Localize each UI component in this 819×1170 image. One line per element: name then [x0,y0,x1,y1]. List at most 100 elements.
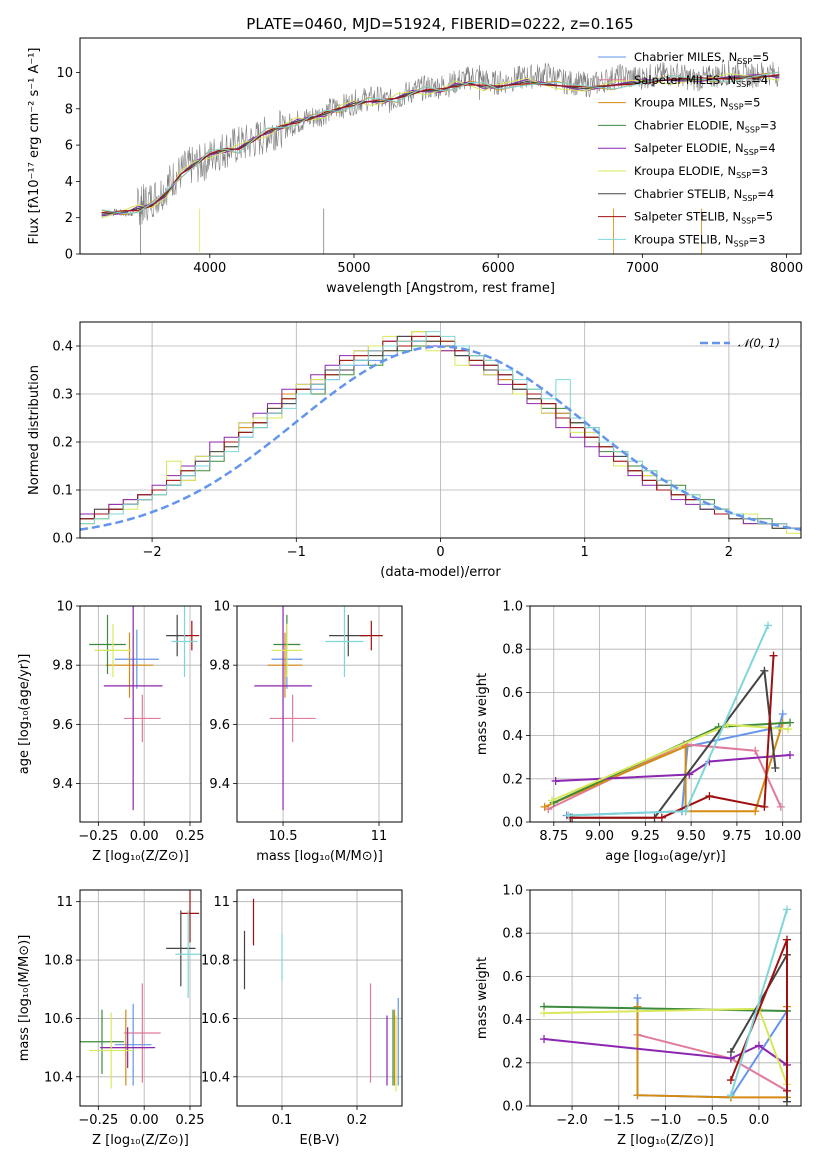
y-tick-label: 0.4 [502,1013,523,1028]
x-tick-label: 1 [581,545,589,560]
weight-marker-8 [764,621,773,630]
weight-marker-8 [564,811,573,820]
panel-residuals: −2 −1 0 1 2 0.0 0.1 0.2 0.3 0.4 (data-model)/error… [27,321,802,580]
weight-marker-8 [782,905,791,914]
legend-suffix: =4 [759,141,776,155]
x-tick-label: 7000 [626,261,659,276]
x-tick-label: 9.75 [722,829,751,844]
x-tick-label: −0.25 [78,829,118,844]
panel-mass_vs_ebv: 0.1 0.2 10.4 10.6 10.8 11 E(B-V) [201,889,403,1148]
y-tick-label: 1.0 [502,600,523,615]
legend-suffix: =5 [756,210,773,224]
y-axis-label: age [log₁₀(age/yr)] [17,654,32,775]
x-tick-label: 0.00 [130,1113,159,1128]
y-tick-label: 11 [56,895,73,910]
weight-marker-2 [540,802,549,811]
y-tick-label: 10 [213,600,230,615]
weight-marker-7 [726,1076,735,1085]
weight-marker-7 [705,792,714,801]
x-tick-label: 0.25 [176,829,205,844]
weight-marker-6 [782,1097,791,1106]
y-tick-label: 0.3 [52,388,73,403]
x-tick-label: 10.00 [764,829,801,844]
weight-marker-7 [657,813,666,822]
legend-suffix: =3 [751,164,768,178]
y-tick-label: 9.6 [52,718,73,733]
y-tick-label: 0.0 [52,532,73,547]
axes-frame [236,889,403,1107]
y-tick-label: 0.8 [502,643,523,658]
plot-area [80,890,201,1089]
x-axis-label: (data-model)/error [380,565,501,580]
x-tick-label: −0.5 [696,1113,728,1128]
x-tick-label: 0.1 [272,1113,293,1128]
legend-label: Salpeter ELODIE, NSSP=4 [634,141,776,157]
weight-marker-2 [633,1091,642,1100]
weight-marker-8 [681,807,690,816]
x-tick-label: −2 [143,545,162,560]
weight-line-3 [543,1005,788,1012]
weight-marker-5 [784,725,793,734]
weight-line-8 [568,624,769,817]
weight-marker-3 [786,718,795,727]
x-tick-label: 9.50 [677,829,706,844]
legend-suffix: =3 [749,232,766,246]
legend-subscript: SSP [737,57,752,66]
y-tick-label: 9.4 [52,777,73,792]
plot-area [243,898,399,1092]
y-tick-label: 9.6 [209,718,230,733]
y-tick-label: 11 [213,895,230,910]
y-tick-label: 0.8 [502,927,523,942]
model-spectrum-8 [101,71,780,214]
legend-label: Kroupa MILES, NSSP=5 [634,96,760,112]
axes-frame [529,889,802,1107]
legend-subscript: SSP [741,217,756,226]
plot-area [80,331,801,538]
x-axis-label: age [log₁₀(age/yr)] [605,849,726,864]
legend-label: Chabrier ELODIE, NSSP=3 [634,118,777,134]
legend-suffix: =4 [751,73,768,87]
legend-suffix: =4 [757,187,774,201]
legend-subscript: SSP [745,125,760,134]
x-tick-label: 0.00 [130,829,159,844]
x-tick-label: 8.75 [539,829,568,844]
plot-area [89,606,200,811]
x-tick-label: 8000 [770,261,803,276]
y-axis-label: mass weight [475,673,490,755]
weight-line-4 [555,754,791,782]
normal-legend-label: 𝒩(0, 1) [738,336,780,350]
axes-frame [79,37,802,255]
y-tick-label: 10.6 [201,1012,230,1027]
x-tick-label: 9.25 [631,829,660,844]
y-tick-label: 0.4 [502,729,523,744]
axes-frame [79,605,202,823]
y-tick-label: 0.6 [502,686,523,701]
y-axis-label: mass weight [475,957,490,1039]
weight-marker-1 [776,802,785,811]
weight-marker-7 [769,651,778,660]
weight-marker-2 [751,807,760,816]
y-tick-label: 10.4 [44,1070,73,1085]
figure-title: PLATE=0460, MJD=51924, FIBERID=0222, z=0… [246,15,633,33]
y-tick-label: 8 [65,102,73,117]
weight-marker-7 [760,802,769,811]
weight-marker-8 [726,1091,735,1100]
legend-subscript: SSP [742,194,757,203]
plot-area [101,59,780,254]
y-tick-label: 0.2 [52,436,73,451]
legend-label: Kroupa ELODIE, NSSP=3 [634,164,768,180]
axes-frame [79,321,802,539]
normal-curve-line [80,345,801,531]
panel-weight_vs_Z: −2.0 −1.5 −1.0 −0.5 0.0 0.0 0.2 0.4 0.6 0.8 1.0 Z [… [475,884,802,1148]
x-tick-label: 0.25 [176,1113,205,1128]
x-tick-label: 11 [371,829,388,844]
x-tick-label: 9.00 [585,829,614,844]
legend-subscript: SSP [734,239,749,248]
model-spectrum-5 [101,73,780,219]
y-tick-label: 0 [65,248,73,263]
plot-area [540,621,795,822]
y-tick-label: 2 [65,211,73,226]
plot-area [540,905,791,1106]
x-axis-label: Z [log₁₀(Z/Z⊙)] [92,1133,189,1148]
